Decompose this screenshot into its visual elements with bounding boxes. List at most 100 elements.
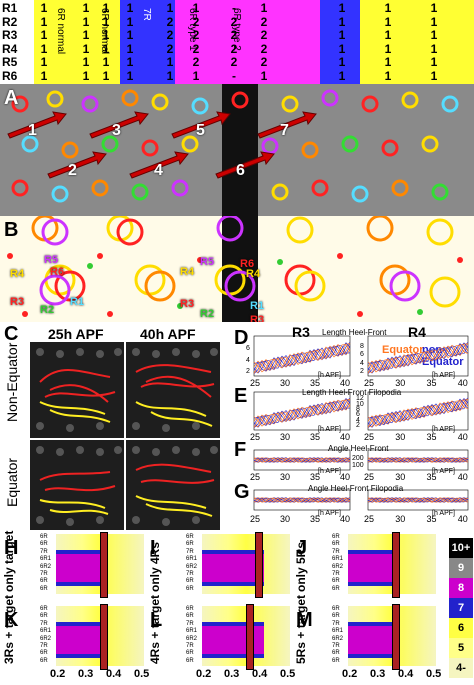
y-tick-label: 4 — [246, 356, 250, 364]
colorbar-swatch: 8 — [449, 578, 473, 598]
x-tick-label: 25 — [364, 378, 375, 388]
heatmap-row-label: 6R1 — [40, 628, 52, 635]
table-cell: 2 — [260, 41, 268, 56]
colorbar: 10+ 9 8 7 6 5 4- — [449, 538, 473, 678]
panel-a-number-4: 4 — [154, 162, 163, 179]
plot-frame — [367, 391, 469, 431]
y-tick-label: 2 — [246, 368, 250, 375]
panel-a-number-7: 7 — [280, 122, 289, 139]
receptor-label-r4: R4 — [246, 268, 261, 280]
table-cell: 2 — [192, 14, 200, 29]
receptor-label-r2: R2 — [200, 308, 215, 320]
heatmap-row-label: 6R — [186, 578, 194, 585]
trace-line — [367, 344, 469, 372]
table-cell: 1 — [430, 55, 438, 69]
trace-line — [367, 497, 469, 503]
table-cell: 1 — [102, 41, 110, 56]
heatmap-row-label: 7R — [40, 620, 48, 627]
heatmap-row-label: 6R — [332, 541, 340, 548]
x-tick-label: 35 — [310, 514, 321, 524]
heatmap-row-label: 7R — [332, 571, 340, 577]
x-tick-label: 30 — [280, 378, 291, 388]
panel-e-label: E — [234, 385, 248, 407]
unit-label-e-r3: [h APF] — [318, 426, 341, 433]
heatmap-x-tick: 0.4 — [398, 668, 414, 680]
panel-f-label: F — [234, 439, 247, 461]
x-tick-label: 25 — [250, 514, 261, 524]
table-cell: 1 — [40, 1, 48, 15]
receptor-label-r1: R1 — [250, 300, 265, 312]
x-tick-label: 40 — [340, 472, 351, 482]
x-tick-label: 25 — [250, 472, 261, 482]
panel-c-image-ne-25h — [30, 342, 124, 438]
heatmap-row-label: 6R — [332, 606, 340, 612]
panel-d-label: D — [234, 327, 249, 349]
x-tick-label: 40 — [457, 378, 468, 388]
heatmap-row-label: 6R2 — [332, 563, 344, 570]
y-tick-label: 4 — [360, 359, 364, 367]
table-cell: 2 — [192, 41, 200, 56]
table-cell: 2 — [230, 41, 238, 56]
table-cell: 1 — [82, 14, 90, 29]
trace-line — [253, 345, 351, 375]
x-tick-label: 25 — [364, 472, 375, 482]
table-cell: 1 — [338, 1, 346, 15]
trace-line — [367, 343, 469, 372]
plot-frame — [367, 335, 469, 377]
heatmap-row-label: 7R — [332, 620, 340, 627]
heatmap-m — [348, 604, 436, 670]
panel-h-label: H — [4, 537, 19, 559]
heatmap-row-label: 6R — [40, 578, 48, 585]
x-tick-label: 30 — [280, 514, 291, 524]
y-tick-label: 10 — [356, 400, 364, 408]
table-cell: 1 — [102, 68, 110, 83]
heatmap-x-tick: 0.4 — [106, 668, 122, 680]
heatmap-row-label: 6R — [332, 613, 340, 620]
row-label-r1: R1 — [2, 1, 18, 15]
x-tick-label: 40 — [340, 432, 351, 442]
y-tick-label: 2 — [356, 422, 360, 429]
table-cell: 2 — [166, 41, 174, 56]
heatmap-row-label: 6R — [40, 613, 48, 620]
x-tick-label: 30 — [280, 472, 291, 482]
table-cell: 1 — [338, 55, 346, 69]
row-label-r6: R6 — [2, 68, 18, 83]
heatmap-x-tick: 0.3 — [370, 668, 386, 680]
heatmap-x-tick: 0.2 — [196, 668, 212, 680]
heatmap-row-label: 6R — [186, 657, 194, 664]
trace-line — [367, 457, 469, 463]
heatmap-h — [56, 532, 144, 598]
trace-line — [367, 400, 469, 427]
heatmap-side-label: 4Rs + target — [148, 594, 162, 664]
table-cell: 1 — [384, 55, 392, 69]
table-cell: 1 — [192, 1, 200, 15]
trace-line — [367, 457, 469, 463]
table-cell: 1 — [40, 14, 48, 29]
panel-a: A 1 2 3 4 5 6 7 — [0, 84, 474, 216]
table-col-bg-1 — [34, 0, 120, 84]
colorbar-swatch: 7 — [449, 598, 473, 618]
heatmap-row-label: 7R — [186, 548, 194, 555]
colorbar-swatch: 5 — [449, 638, 473, 658]
heatmap-row-label: 6R — [332, 650, 340, 657]
trace-line — [367, 398, 469, 426]
x-tick-label: 40 — [457, 432, 468, 442]
x-tick-label: 25 — [250, 432, 261, 442]
table-cell: 1 — [126, 41, 134, 56]
group-label-5: 6R type 2 — [231, 8, 242, 51]
heatmap-row-label: 6R2 — [40, 563, 52, 570]
table-cell: 1 — [430, 68, 438, 83]
trace-line — [253, 344, 351, 373]
heatmap-row-label: 6R — [186, 606, 194, 612]
panel-a-number-3: 3 — [112, 122, 121, 139]
heatmap-row-label: 6R — [332, 578, 340, 585]
table-cell: 2 — [192, 55, 200, 69]
table-col-bg-2 — [120, 0, 175, 84]
panel-b-image — [7, 216, 463, 322]
table-cell: 2 — [192, 28, 200, 42]
heatmap-x-tick: 0.3 — [224, 668, 240, 680]
table-cell: 1 — [430, 28, 438, 42]
plot-frame — [253, 335, 351, 377]
